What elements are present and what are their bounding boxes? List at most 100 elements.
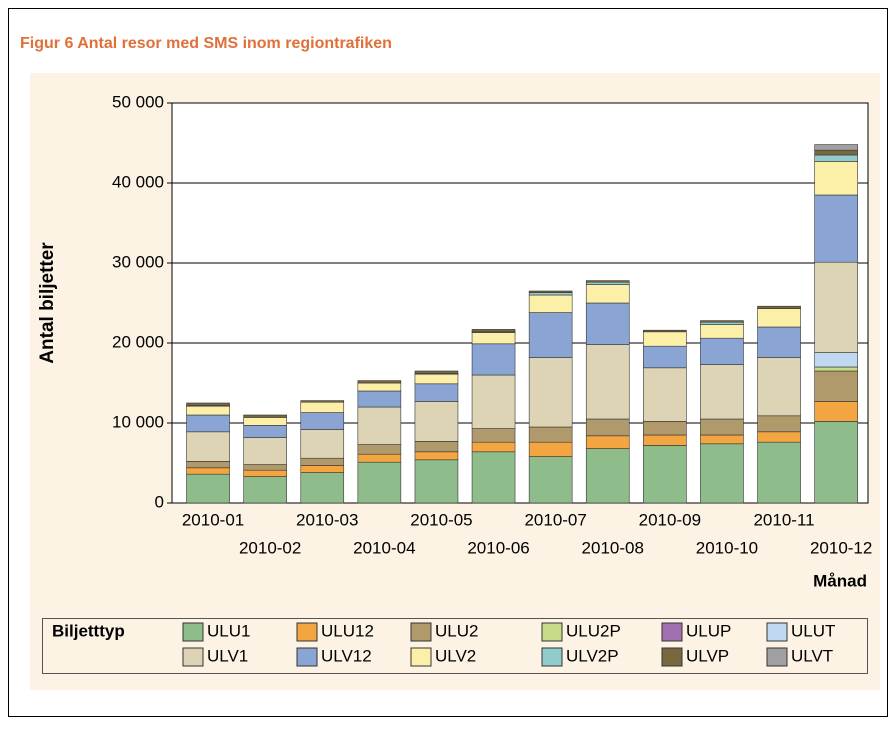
legend-swatch [766, 647, 788, 667]
legend-swatch [296, 647, 318, 667]
x-tick-label: 2010-10 [696, 538, 758, 557]
x-tick-label: 2010-02 [239, 538, 301, 557]
bar-segment [814, 366, 858, 372]
bar-segment [814, 194, 858, 263]
legend-box [42, 618, 868, 674]
bar-segment [585, 281, 630, 285]
bar-segment [357, 380, 402, 384]
bar-segment [414, 383, 459, 402]
bar-segment [585, 280, 630, 283]
x-tick-label: 2010-08 [582, 538, 644, 557]
bar-segment [357, 461, 402, 504]
bar-segment [528, 426, 573, 443]
bar-segment [814, 401, 858, 422]
bar-segment [814, 370, 858, 402]
bar-segment [243, 414, 287, 418]
bar-segment [186, 402, 230, 406]
legend-swatch [766, 622, 788, 642]
bar-segment [757, 305, 801, 309]
x-tick-label: 2010-09 [639, 510, 701, 529]
legend-label: ULUP [686, 621, 731, 640]
bar-segment [757, 326, 801, 358]
bar-segment [357, 390, 402, 408]
bar-segment [471, 428, 516, 443]
bar-segment [186, 461, 230, 469]
bar-segment [357, 444, 402, 455]
bar-segment [757, 415, 801, 433]
legend-label: ULV1 [207, 646, 248, 665]
bar-segment [814, 261, 858, 353]
bar-segment [243, 464, 287, 471]
legend-label: ULVP [686, 646, 729, 665]
x-axis-title: Månad [813, 571, 867, 590]
bar-segment [643, 367, 687, 422]
bar-segment [528, 357, 573, 428]
legend-label: ULUT [791, 621, 835, 640]
x-tick-label: 2010-04 [353, 538, 415, 557]
bar-segment [300, 429, 345, 459]
bar-segment [528, 456, 573, 504]
bar-segment [757, 357, 801, 417]
bar-segment [414, 401, 459, 442]
bar-segment [585, 284, 630, 304]
legend-swatch [541, 647, 563, 667]
legend-swatch [661, 622, 683, 642]
bar-segment [528, 290, 573, 293]
bar-segment [814, 149, 858, 156]
bar-segment [243, 417, 287, 426]
bar-segment [700, 434, 744, 445]
legend-label: ULU12 [321, 621, 374, 640]
legend-label: ULU2P [566, 621, 621, 640]
bar-segment [300, 400, 345, 403]
x-tick-label: 2010-12 [810, 538, 872, 557]
x-tick-label: 2010-11 [753, 510, 814, 529]
bar-segment [814, 352, 858, 368]
bar-segment [585, 302, 630, 345]
legend-title: Biljetttyp [52, 621, 125, 640]
bar-segment [300, 412, 345, 430]
bar-segment [700, 337, 744, 365]
bar-segment [528, 312, 573, 358]
y-tick-label: 0 [155, 492, 164, 511]
bar-segment [414, 370, 459, 374]
legend-swatch [661, 647, 683, 667]
bar-segment [814, 154, 858, 162]
bar-segment [300, 457, 345, 466]
bar-segment [814, 161, 858, 196]
bar-segment [814, 144, 858, 151]
bar-segment [414, 373, 459, 385]
legend-swatch [296, 622, 318, 642]
legend-label: ULV2P [566, 646, 619, 665]
bar-segment [471, 343, 516, 376]
bar-segment [471, 441, 516, 453]
y-tick-label: 10 000 [112, 412, 164, 431]
x-tick-label: 2010-05 [410, 510, 472, 529]
legend-label: ULV12 [321, 646, 372, 665]
chart-title: Figur 6 Antal resor med SMS inom regiont… [20, 35, 392, 52]
bar-segment [357, 382, 402, 392]
bar-segment [757, 441, 801, 504]
bar-segment [528, 292, 573, 296]
bar-segment [700, 418, 744, 436]
bar-segment [414, 441, 459, 453]
bar-segment [243, 425, 287, 438]
bar-segment [585, 435, 630, 449]
y-tick-label: 30 000 [112, 252, 164, 271]
bar-segment [471, 332, 516, 345]
bar-segment [585, 418, 630, 437]
bar-segment [585, 448, 630, 504]
bar-segment [814, 421, 858, 504]
bar-segment [471, 451, 516, 504]
bar-segment [585, 344, 630, 420]
bar-segment [700, 321, 744, 325]
legend-label: ULU2 [435, 621, 478, 640]
bar-segment [528, 441, 573, 457]
x-tick-label: 2010-07 [524, 510, 586, 529]
y-axis-title: Antal biljetter [37, 242, 58, 364]
y-tick-label: 40 000 [112, 172, 164, 191]
legend-label: ULV2 [435, 646, 476, 665]
bar-segment [186, 405, 230, 416]
bar-segment [186, 431, 230, 462]
bar-segment [471, 329, 516, 333]
legend-swatch [182, 622, 204, 642]
